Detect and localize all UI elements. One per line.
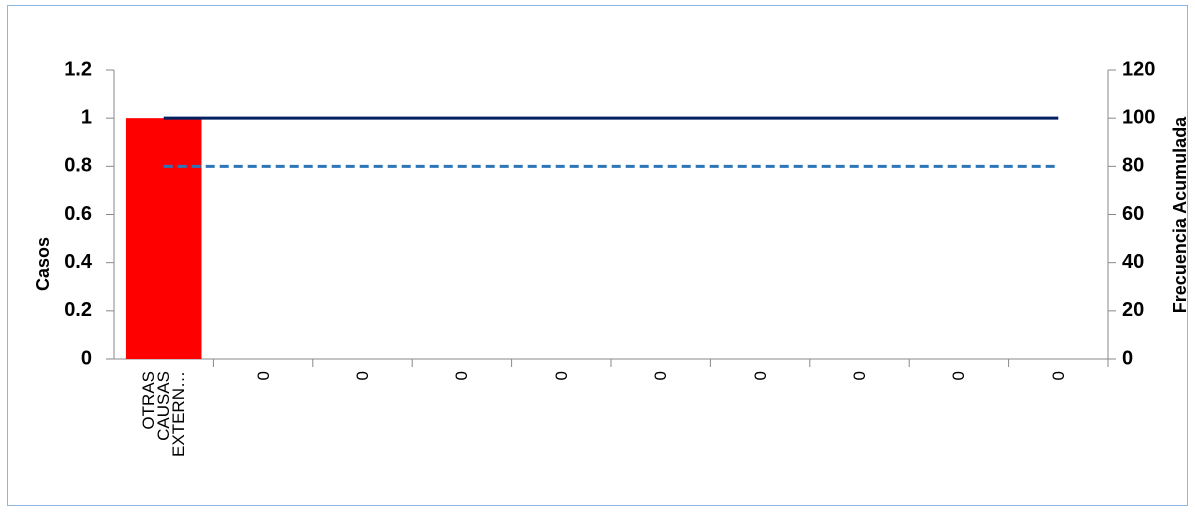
x-tick-label: OTRAS CAUSAS EXTERN… bbox=[139, 371, 189, 457]
y2-tick-label: 0 bbox=[1122, 347, 1133, 369]
x-tick-label: 0 bbox=[949, 371, 969, 381]
x-tick-label: 0 bbox=[1048, 371, 1068, 381]
x-tick-label: 0 bbox=[452, 371, 472, 381]
y2-tick-label: 60 bbox=[1122, 203, 1144, 225]
y2-axis-title: Frecuencia Acumulada bbox=[1170, 116, 1190, 313]
y-tick-label: 0 bbox=[81, 347, 92, 369]
y-tick-label: 0.6 bbox=[64, 203, 92, 225]
y-tick-label: 0.2 bbox=[64, 299, 92, 321]
x-tick-label: 0 bbox=[850, 371, 869, 381]
y-tick-label: 1 bbox=[81, 106, 92, 128]
bar bbox=[125, 118, 202, 360]
frame-border bbox=[7, 5, 1188, 506]
y-tick-label: 1.2 bbox=[64, 58, 92, 80]
y2-tick-label: 20 bbox=[1122, 299, 1144, 321]
y2-tick-label: 40 bbox=[1122, 251, 1144, 273]
y2-tick-label: 120 bbox=[1122, 58, 1155, 80]
x-tick-label: 0 bbox=[353, 371, 372, 381]
x-tick-label: 0 bbox=[651, 371, 671, 381]
y2-tick-label: 100 bbox=[1122, 106, 1155, 128]
x-tick-label: 0 bbox=[750, 371, 770, 381]
y-axis-title: Casos bbox=[33, 237, 53, 291]
y2-tick-label: 80 bbox=[1122, 155, 1144, 177]
x-tick-label: 0 bbox=[253, 371, 273, 381]
x-tick-label: 0 bbox=[551, 371, 571, 381]
y-tick-label: 0.8 bbox=[64, 155, 92, 177]
y-tick-label: 0.4 bbox=[64, 251, 93, 273]
